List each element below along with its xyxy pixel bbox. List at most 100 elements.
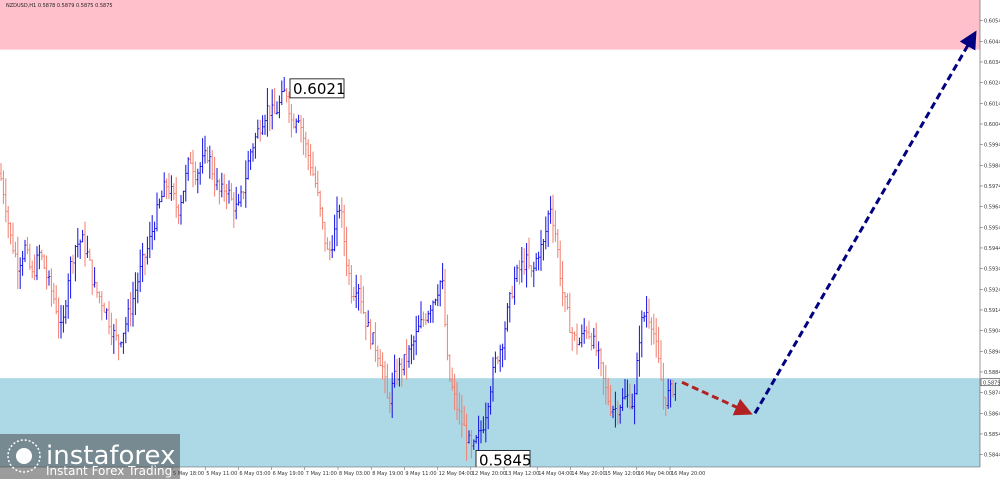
bear-bar	[590, 332, 593, 351]
x-tick-label: 16 May 20:00	[671, 471, 705, 477]
bear-bar	[379, 349, 382, 367]
y-tick-label: 0.5844	[984, 453, 1000, 459]
bear-bar	[374, 322, 377, 362]
bull-bar	[487, 402, 490, 430]
bear-bar	[523, 248, 526, 275]
bull-bar	[621, 388, 624, 411]
bull-bar	[338, 204, 341, 219]
bear-bar	[359, 275, 363, 314]
bear-bar	[143, 253, 147, 276]
bear-bar	[206, 146, 209, 164]
bull-bar	[335, 196, 339, 247]
chart-header: NZDUSD,H1 0.5878 0.5879 0.5875 0.5875	[6, 3, 113, 9]
bull-bar	[415, 315, 418, 356]
bear-bar	[599, 348, 603, 377]
bear-bar	[103, 302, 106, 313]
bull-bar	[331, 235, 334, 259]
bear-bar	[527, 237, 531, 270]
bull-bar	[525, 243, 528, 288]
bear-bar	[211, 150, 214, 180]
bull-bar	[434, 298, 437, 306]
watermark-tagline: Instant Forex Trading	[46, 464, 172, 478]
bull-bar	[417, 315, 420, 333]
bull-bar	[196, 168, 199, 194]
bear-bar	[2, 170, 5, 205]
bear-bar	[33, 254, 36, 281]
bull-bar	[203, 135, 207, 164]
bull-bar	[184, 164, 187, 202]
bear-bar	[460, 394, 463, 438]
y-tick-label: 0.5944	[984, 246, 1000, 252]
bear-bar	[175, 177, 178, 218]
bear-bar	[40, 249, 43, 261]
bear-bar	[309, 144, 312, 176]
bull-bar	[76, 227, 79, 258]
bull-bar	[74, 244, 77, 282]
price-label: 0.5845	[479, 452, 532, 470]
bear-bar	[604, 365, 607, 405]
bull-bar	[182, 190, 185, 204]
x-tick-label: 9 May 11:00	[405, 471, 436, 477]
current-price-label: 0.5879	[983, 380, 1000, 386]
bear-bar	[568, 292, 571, 333]
bull-bar	[633, 384, 636, 425]
bull-bar	[410, 334, 413, 365]
bear-bar	[194, 161, 197, 185]
bear-bar	[386, 363, 389, 399]
bear-bar	[218, 178, 221, 205]
bull-bar	[81, 229, 84, 243]
bull-bar	[199, 162, 202, 185]
bull-bar	[592, 328, 595, 349]
y-tick-label: 0.6044	[984, 39, 1000, 45]
bull-bar	[489, 386, 492, 415]
bear-bar	[273, 88, 276, 114]
bear-bar	[299, 115, 303, 143]
bull-bar	[503, 321, 507, 361]
y-tick-label: 0.5854	[984, 432, 1000, 438]
bull-bar	[266, 88, 269, 137]
bear-bar	[530, 265, 533, 278]
bull-bar	[547, 210, 550, 247]
x-tick-label: 5 May 18:00	[173, 471, 204, 477]
bear-bar	[165, 178, 168, 200]
bull-bar	[170, 175, 173, 201]
bull-bar	[59, 305, 63, 339]
x-tick-label: 6 May 03:00	[239, 471, 270, 477]
bear-bar	[259, 119, 262, 142]
bear-bar	[177, 204, 180, 225]
bull-bar	[254, 132, 257, 159]
bull-bar	[539, 230, 543, 271]
bull-bar	[139, 249, 142, 292]
y-tick-label: 0.6014	[984, 101, 1000, 107]
bull-bar	[479, 420, 483, 444]
bear-bar	[554, 210, 557, 242]
bull-bar	[542, 239, 545, 261]
bull-bar	[597, 341, 600, 370]
bear-bar	[556, 229, 559, 258]
bull-bar	[297, 114, 300, 124]
bull-bar	[38, 244, 41, 270]
bull-bar	[134, 272, 137, 316]
bull-bar	[515, 264, 519, 282]
bear-bar	[369, 319, 372, 350]
watermark-brand: instaforex	[46, 441, 175, 471]
bull-bar	[155, 192, 159, 232]
bull-bar	[619, 404, 622, 424]
y-tick-label: 0.6054	[984, 19, 1000, 25]
resistance-zone	[0, 0, 980, 50]
bull-bar	[256, 119, 259, 139]
bull-bar	[119, 341, 123, 348]
bull-bar	[62, 305, 65, 333]
y-axis: 0.6054 0.6044 0.6034 0.6024 0.6014 0.6004 0.59…	[979, 0, 1000, 479]
bull-bar	[367, 310, 370, 327]
bear-bar	[71, 254, 75, 274]
bear-bar	[350, 265, 353, 304]
bull-bar	[141, 242, 144, 282]
bull-bar	[407, 345, 411, 368]
bull-bar	[187, 157, 190, 181]
bull-bar	[105, 308, 108, 320]
bear-bar	[57, 297, 60, 339]
bull-bar	[544, 216, 547, 250]
y-axis-panel	[980, 0, 1000, 479]
